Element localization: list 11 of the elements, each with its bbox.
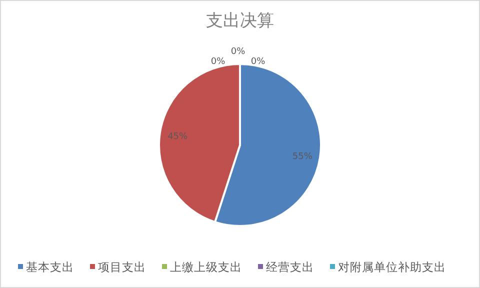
chart-title: 支出决算 <box>206 11 274 31</box>
text: 0% <box>230 47 246 57</box>
legend-label: 项目支出 <box>98 260 146 274</box>
data-label: 45% <box>168 132 188 142</box>
legend-label: 经营支出 <box>266 260 314 274</box>
text: 0% <box>250 57 266 67</box>
legend-label: 基本支出 <box>26 260 74 274</box>
data-label: 55% <box>292 152 313 162</box>
legend-label: 上缴上级支出 <box>170 260 242 274</box>
text: 0% <box>210 57 226 67</box>
legend-label: 对附属单位补助支出 <box>338 260 446 274</box>
